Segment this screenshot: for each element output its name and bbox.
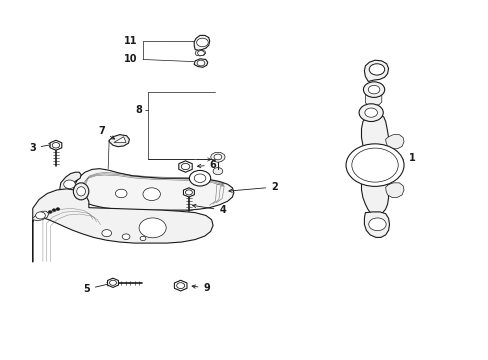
Circle shape [358, 104, 383, 122]
Polygon shape [174, 280, 186, 291]
Circle shape [197, 51, 204, 55]
Polygon shape [60, 172, 81, 195]
Text: 3: 3 [29, 143, 52, 153]
Circle shape [109, 280, 116, 285]
Circle shape [36, 212, 45, 219]
Polygon shape [183, 188, 194, 197]
Polygon shape [73, 168, 233, 210]
Circle shape [194, 174, 205, 183]
Ellipse shape [77, 187, 85, 196]
Circle shape [122, 234, 130, 239]
Circle shape [56, 208, 60, 211]
Circle shape [368, 64, 384, 75]
Circle shape [213, 168, 223, 175]
Polygon shape [365, 92, 381, 105]
Circle shape [351, 148, 397, 182]
Polygon shape [33, 189, 213, 262]
Circle shape [176, 283, 184, 289]
Polygon shape [50, 140, 61, 150]
Circle shape [140, 237, 145, 240]
Circle shape [196, 38, 208, 47]
Polygon shape [33, 211, 49, 221]
Circle shape [63, 180, 75, 189]
Text: 1: 1 [388, 153, 415, 163]
Polygon shape [179, 161, 192, 172]
Text: 10: 10 [123, 54, 137, 64]
Circle shape [139, 218, 166, 238]
Circle shape [214, 154, 222, 160]
Polygon shape [107, 278, 118, 287]
Polygon shape [385, 183, 403, 197]
Polygon shape [210, 152, 224, 162]
Circle shape [367, 85, 379, 94]
Polygon shape [385, 135, 403, 149]
Text: 5: 5 [83, 283, 110, 294]
Circle shape [52, 209, 56, 212]
Circle shape [142, 188, 160, 201]
Circle shape [346, 144, 403, 186]
Circle shape [189, 170, 210, 186]
Circle shape [364, 108, 377, 117]
Text: 11: 11 [123, 36, 137, 46]
Text: 4: 4 [192, 204, 225, 215]
Circle shape [52, 143, 60, 148]
Polygon shape [195, 50, 205, 56]
Polygon shape [194, 35, 209, 50]
Circle shape [102, 230, 111, 237]
Polygon shape [65, 196, 81, 204]
Circle shape [185, 190, 192, 195]
Polygon shape [364, 212, 389, 238]
Polygon shape [361, 115, 388, 215]
Text: 6: 6 [197, 160, 216, 170]
Circle shape [197, 60, 204, 66]
Polygon shape [109, 135, 129, 147]
Circle shape [181, 163, 189, 170]
Text: 8: 8 [135, 105, 142, 115]
Circle shape [48, 211, 52, 213]
Text: 2: 2 [228, 182, 277, 192]
Polygon shape [194, 59, 207, 67]
Ellipse shape [73, 183, 89, 200]
Circle shape [115, 189, 127, 198]
Text: 9: 9 [192, 283, 210, 293]
Polygon shape [114, 137, 126, 143]
Circle shape [363, 82, 384, 98]
Text: 7: 7 [98, 126, 115, 139]
Circle shape [368, 218, 386, 231]
Polygon shape [364, 60, 388, 81]
